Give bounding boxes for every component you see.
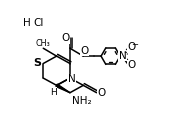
- Text: O: O: [128, 42, 136, 52]
- Text: −: −: [132, 40, 138, 49]
- Text: CH₃: CH₃: [35, 39, 50, 48]
- Text: Cl: Cl: [33, 18, 43, 28]
- Text: O: O: [128, 60, 136, 70]
- Text: +: +: [123, 48, 129, 57]
- Polygon shape: [56, 84, 70, 93]
- Text: O: O: [80, 46, 88, 56]
- Text: H: H: [23, 18, 31, 28]
- Text: NH₂: NH₂: [72, 96, 92, 106]
- Text: O: O: [61, 33, 69, 43]
- Text: N: N: [68, 74, 75, 84]
- Text: S: S: [33, 59, 41, 68]
- Text: N: N: [119, 51, 127, 61]
- Text: H: H: [50, 88, 57, 97]
- Text: O: O: [97, 88, 106, 98]
